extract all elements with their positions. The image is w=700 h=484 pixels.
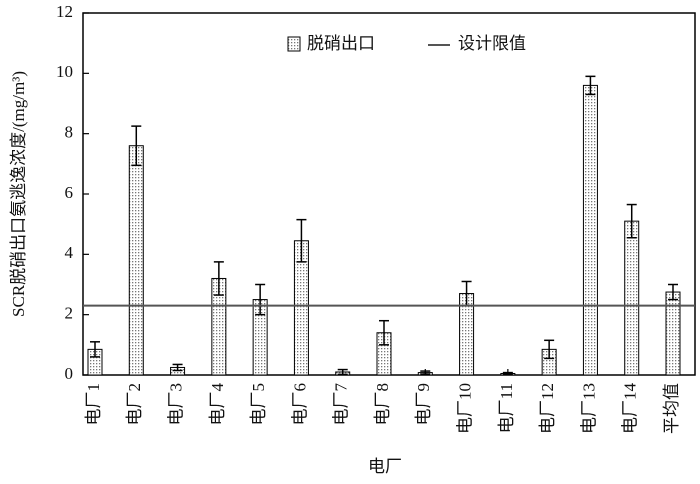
bar (665, 291, 681, 376)
x-tick-label: 电厂12 (538, 383, 557, 434)
error-bar (296, 218, 307, 263)
legend-label: 脱硝出口 (307, 34, 375, 53)
x-tick-label: 电厂10 (455, 383, 474, 434)
error-bar (668, 283, 678, 301)
x-tick-label: 电厂13 (579, 383, 598, 434)
error-bar (502, 371, 513, 376)
y-tick-label: 12 (56, 2, 73, 21)
x-tick-label: 电厂3 (166, 383, 185, 426)
y-axis-label: SCR脱硝出口氨逃逸浓度/(mg/m³) (9, 71, 28, 317)
error-bar (585, 75, 596, 96)
y-tick-label: 10 (56, 62, 73, 81)
x-tick-label: 电厂4 (208, 383, 227, 426)
y-tick-label: 0 (65, 364, 74, 383)
error-bar (90, 341, 100, 358)
bar (582, 84, 598, 376)
y-tick-label: 8 (65, 123, 74, 142)
y-tick-label: 4 (65, 243, 74, 262)
error-bar (420, 370, 431, 375)
x-tick-label: 电厂11 (497, 383, 516, 433)
x-tick-label: 电厂5 (249, 383, 268, 426)
x-tick-label: 电厂1 (84, 383, 103, 426)
error-bar (544, 339, 555, 360)
x-tick-label: 电厂6 (290, 383, 309, 426)
error-bar (213, 261, 224, 296)
x-tick-label: 电厂7 (332, 383, 351, 426)
error-bar (337, 368, 348, 376)
y-tick-label: 2 (65, 304, 74, 323)
error-bar (255, 283, 266, 316)
y-tick-label: 6 (65, 183, 74, 202)
x-tick-label: 电厂9 (414, 383, 433, 426)
x-tick-label: 电厂2 (125, 383, 144, 426)
error-bar (172, 363, 183, 372)
bar (624, 220, 640, 376)
legend-label: 设计限值 (458, 34, 526, 53)
x-tick-label: 平均值 (662, 383, 681, 434)
x-axis-label: 电厂 (368, 457, 402, 476)
error-bar (626, 203, 637, 239)
x-tick-label: 电厂8 (373, 383, 392, 426)
legend-swatch (287, 36, 301, 52)
error-bar (379, 319, 389, 346)
bar (128, 145, 144, 376)
x-tick-label: 电厂14 (621, 383, 640, 434)
error-bar (131, 125, 142, 167)
